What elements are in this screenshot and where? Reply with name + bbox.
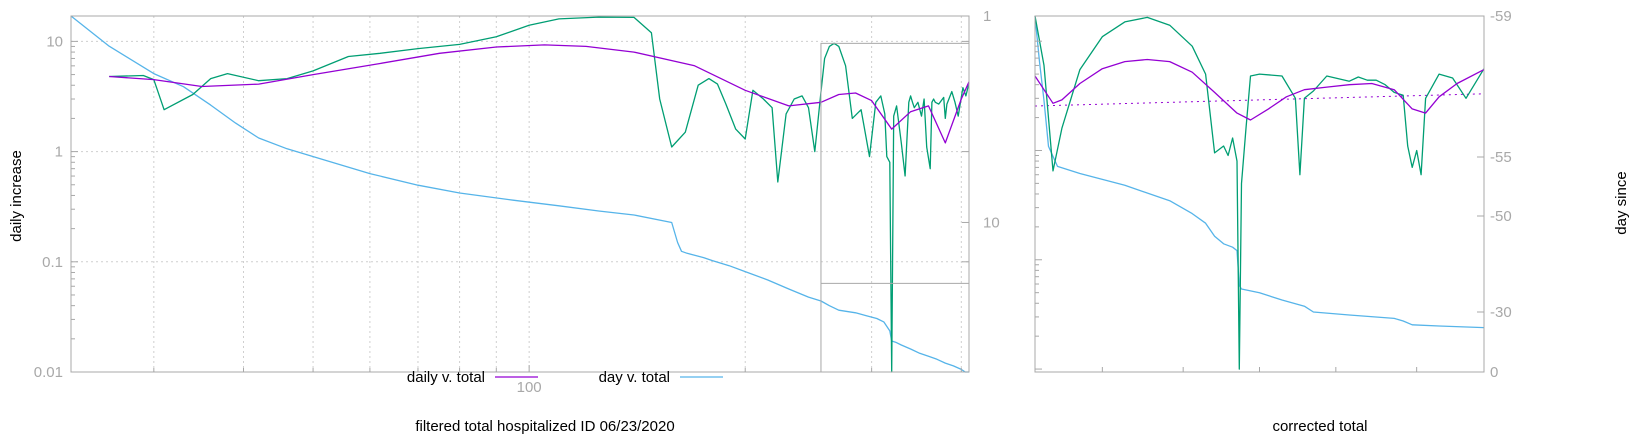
series-raw-daily: [109, 16, 970, 373]
series-day-v-total: [70, 15, 969, 373]
right-y2-axis-label: day since: [1613, 171, 1630, 234]
y-tick-label-0.01: 0.01: [34, 364, 63, 381]
right-y2-tick-label--50: -50: [1490, 208, 1512, 225]
x-tick-label-100: 100: [517, 379, 542, 396]
left-grid: [71, 16, 969, 373]
y-tick-label-0.1: 0.1: [42, 254, 63, 271]
y-tick-label-10: 10: [46, 33, 63, 50]
right-series: [1034, 15, 1485, 370]
right-series-raw: [1034, 15, 1485, 370]
right-axes: -59 -55 -50 -30 0: [1034, 8, 1512, 381]
left-axes: 0.01 0.1 1 10 100 1 10: [34, 8, 1000, 396]
right-series-reference: [1034, 93, 1485, 107]
left-series: [70, 15, 970, 373]
legend-label-day: day v. total: [599, 369, 670, 386]
right-y2-tick-label--30: -30: [1490, 304, 1512, 321]
right-y2-tick-label--55: -55: [1490, 149, 1512, 166]
left-x-axis-label: filtered total hospitalized ID 06/23/202…: [415, 418, 674, 435]
right-x-axis-label: corrected total: [1272, 418, 1367, 435]
y-tick-label-1: 1: [55, 144, 63, 161]
right-plot-frame: [1034, 15, 1485, 373]
legend: daily v. total day v. total: [407, 369, 723, 386]
right-y2-tick-label--59: -59: [1490, 8, 1512, 25]
inset-zoom-box: [820, 42, 970, 373]
right-y2-tick-label-0: 0: [1490, 364, 1498, 381]
left-plot-frame: [70, 15, 970, 373]
series-daily-v-total: [109, 44, 970, 144]
right-series-smoothed: [1034, 58, 1485, 121]
y2-tick-label-10: 10: [983, 214, 1000, 231]
legend-label-daily: daily v. total: [407, 369, 485, 386]
left-y-axis-label: daily increase: [8, 150, 25, 242]
y2-tick-label-1: 1: [983, 8, 991, 25]
right-series-day: [1034, 15, 1485, 329]
